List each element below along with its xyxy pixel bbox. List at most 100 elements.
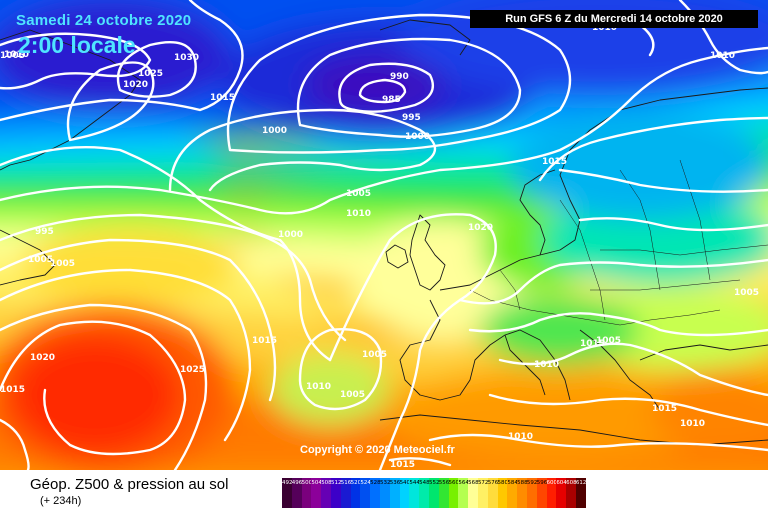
legend-footer: Géop. Z500 & pression au sol (+ 234h) 49… [0,470,768,512]
scale-swatch: 568 [468,478,479,508]
scale-swatch: 572 [477,478,489,508]
scale-swatch: 540 [399,478,411,508]
pressure-label: 1025 [138,69,163,79]
scale-label: 576 [487,480,499,486]
pressure-label: 1005 [50,259,75,269]
scale-label: 532 [379,480,391,486]
pressure-label: 1015 [580,339,605,349]
scale-swatch: 588 [517,478,528,508]
scale-label: 500 [301,480,313,486]
pressure-label: 1005 [596,336,621,346]
scale-label: 540 [399,480,411,486]
scale-swatch: 524 [360,478,371,508]
pressure-label: 1000 [278,230,303,240]
pressure-label: 1010 [710,51,735,61]
pressure-label: 1020 [123,80,148,90]
scale-swatch: 492 [282,478,293,508]
scale-label: 536 [389,480,401,486]
pressure-label: 1010 [508,432,533,442]
pressure-label: 1000 [262,126,287,136]
scale-label: 604 [556,480,567,486]
pressure-labels: 1010 1030 1025 1020 1015 990 985 995 100… [0,23,759,470]
pressure-label: 1030 [174,53,199,63]
copyright-notice: Copyright © 2020 Meteociel.fr [300,444,455,456]
pressure-label: 1010 [592,23,617,33]
pressure-label: 1015 [252,336,277,346]
scale-label: 560 [448,480,460,486]
scale-label: 608 [566,480,577,486]
scale-label: 584 [507,480,518,486]
scale-label: 600 [546,480,558,486]
scale-swatch: 532 [379,478,391,508]
scale-swatch: 576 [487,478,499,508]
pressure-label: 990 [390,72,409,82]
scale-label: 552 [428,480,440,486]
pressure-label: 1005 [346,189,371,199]
scale-swatch: 584 [507,478,518,508]
forecast-date: Samedi 24 octobre 2020 [16,12,192,29]
scale-label: 592 [526,480,538,486]
pressure-label: 1005 [0,51,25,61]
scale-label: 568 [468,480,479,486]
scale-swatch: 508 [321,478,332,508]
scale-label: 524 [360,480,371,486]
scale-swatch: 612 [575,478,587,508]
scale-label: 572 [477,480,489,486]
scale-swatch: 564 [458,478,469,508]
pressure-label: 1005 [734,288,759,298]
scale-label: 512 [330,480,342,486]
model-run-info: Run GFS 6 Z du Mercredi 14 octobre 2020 [470,10,758,28]
scale-label: 548 [419,480,430,486]
scale-swatch: 528 [370,478,381,508]
pressure-label: 995 [402,113,421,123]
scale-label: 544 [409,480,420,486]
scale-swatch: 544 [409,478,420,508]
pressure-label: 985 [382,95,401,105]
scale-swatch: 552 [428,478,440,508]
pressure-label: 1015 [0,385,25,395]
scale-swatch: 580 [497,478,509,508]
scale-label: 588 [517,480,528,486]
scale-swatch: 496 [291,478,303,508]
pressure-label: 1000 [405,132,430,142]
pressure-label: 1005 [362,350,387,360]
pressure-label: 1010 [346,209,371,219]
color-scale: 492 496 500 504 508 512 516 520 524 528 532 536 540 5… [282,478,586,508]
scale-label: 612 [575,480,587,486]
pressure-label: 1010 [680,419,705,429]
scale-swatch: 500 [301,478,313,508]
scale-label: 520 [350,480,362,486]
scale-swatch: 504 [311,478,322,508]
forecast-local-time: 2:00 locale [18,32,136,58]
scale-label: 580 [497,480,509,486]
scale-swatch: 512 [330,478,342,508]
scale-label: 496 [291,480,303,486]
scale-swatch: 516 [340,478,351,508]
pressure-label: 1010 [534,360,559,370]
scale-swatch: 608 [566,478,577,508]
scale-label: 508 [321,480,332,486]
pressure-label: 1010 [306,382,331,392]
pressure-label: 995 [35,227,54,237]
scale-swatch: 592 [526,478,538,508]
scale-label: 596 [536,480,548,486]
scale-swatch: 560 [448,478,460,508]
forecast-lead-time: (+ 234h) [40,495,82,507]
pressure-label: 1020 [468,223,493,233]
pressure-label: 1015 [210,93,235,103]
pressure-label: 1020 [30,353,55,363]
isobars [0,0,768,470]
pressure-label: 1005 [340,390,365,400]
pressure-label: 1005 [28,255,53,265]
scale-label: 528 [370,480,381,486]
scale-swatch: 556 [438,478,449,508]
scale-swatch: 596 [536,478,548,508]
scale-swatch: 600 [546,478,558,508]
pressure-label: 1015 [652,404,677,414]
scale-swatch: 536 [389,478,401,508]
scale-label: 504 [311,480,322,486]
pressure-label: 1025 [180,365,205,375]
scale-label: 492 [282,480,293,486]
pressure-label: 1015 [390,460,415,470]
scale-swatch: 520 [350,478,362,508]
